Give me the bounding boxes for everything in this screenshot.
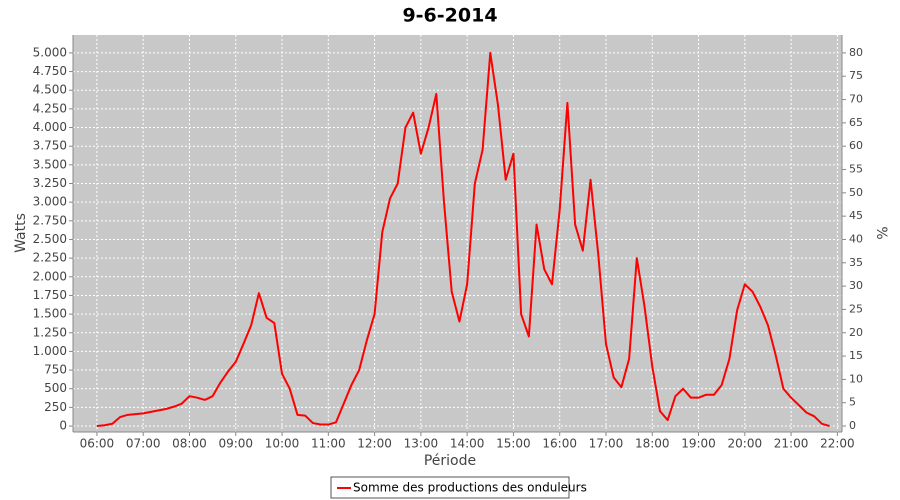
y-tick-label: 500 <box>44 381 67 395</box>
y-axis-label: Watts <box>13 213 29 253</box>
x-tick-label: 22:00 <box>820 437 855 451</box>
y2-tick-label: 45 <box>849 209 863 222</box>
x-tick-label: 19:00 <box>681 437 716 451</box>
y2-tick-label: 35 <box>849 256 863 269</box>
plot-area <box>73 35 842 432</box>
x-tick-label: 07:00 <box>126 437 161 451</box>
x-tick-label: 18:00 <box>635 437 670 451</box>
y-tick-label: 4.750 <box>33 64 67 78</box>
y2-tick-label: 10 <box>849 372 863 385</box>
x-tick-label: 08:00 <box>172 437 207 451</box>
y2-tick-label: 0 <box>849 419 856 432</box>
x-tick-label: 10:00 <box>265 437 300 451</box>
y2-tick-label: 30 <box>849 279 863 292</box>
y2-tick-label: 65 <box>849 116 863 129</box>
y2-tick-label: 50 <box>849 186 863 199</box>
y2-tick-label: 55 <box>849 163 863 176</box>
y2-tick-label: 40 <box>849 232 863 245</box>
legend-label: Somme des productions des onduleurs <box>353 481 587 495</box>
y-tick-label: 3.500 <box>33 157 67 171</box>
y-tick-label: 1.250 <box>33 325 67 339</box>
x-axis-label: Période <box>424 453 476 469</box>
x-tick-label: 17:00 <box>589 437 624 451</box>
y-tick-label: 750 <box>44 363 67 377</box>
y-tick-label: 1.000 <box>33 344 67 358</box>
x-tick-label: 11:00 <box>311 437 346 451</box>
y-tick-label: 1.750 <box>33 288 67 302</box>
x-tick-label: 14:00 <box>450 437 485 451</box>
y2-tick-label: 20 <box>849 326 863 339</box>
line-series <box>96 51 830 428</box>
y-tick-label: 4.500 <box>33 83 67 97</box>
y-tick-label: 1.500 <box>33 307 67 321</box>
x-tick-label: 16:00 <box>542 437 577 451</box>
y-tick-label: 2.750 <box>33 213 67 227</box>
x-tick-label: 13:00 <box>404 437 439 451</box>
y2-tick-label: 15 <box>849 349 863 362</box>
legend-box <box>330 476 570 499</box>
y2-tick-label: 75 <box>849 69 863 82</box>
x-tick-label: 21:00 <box>774 437 809 451</box>
x-tick-label: 15:00 <box>496 437 531 451</box>
chart-title: 9-6-2014 <box>402 5 497 27</box>
y-tick-label: 5.000 <box>33 45 67 59</box>
x-tick-label: 20:00 <box>728 437 763 451</box>
y-tick-label: 4.000 <box>33 120 67 134</box>
y2-tick-label: 25 <box>849 302 863 315</box>
y2-tick-label: 60 <box>849 139 863 152</box>
x-tick-label: 06:00 <box>80 437 115 451</box>
y-tick-label: 0 <box>59 419 67 433</box>
y-tick-label: 250 <box>44 400 67 414</box>
y-tick-label: 3.000 <box>33 195 67 209</box>
y2-axis-label: % <box>873 226 889 239</box>
x-tick-label: 12:00 <box>357 437 392 451</box>
y2-tick-label: 70 <box>849 93 863 106</box>
y-tick-label: 2.000 <box>33 269 67 283</box>
y2-tick-label: 80 <box>849 46 863 59</box>
y-tick-label: 3.750 <box>33 139 67 153</box>
x-tick-label: 09:00 <box>218 437 253 451</box>
y-tick-label: 4.250 <box>33 101 67 115</box>
y-tick-label: 3.250 <box>33 176 67 190</box>
y-tick-label: 2.500 <box>33 232 67 246</box>
y2-tick-label: 5 <box>849 396 856 409</box>
y-tick-label: 2.250 <box>33 251 67 265</box>
